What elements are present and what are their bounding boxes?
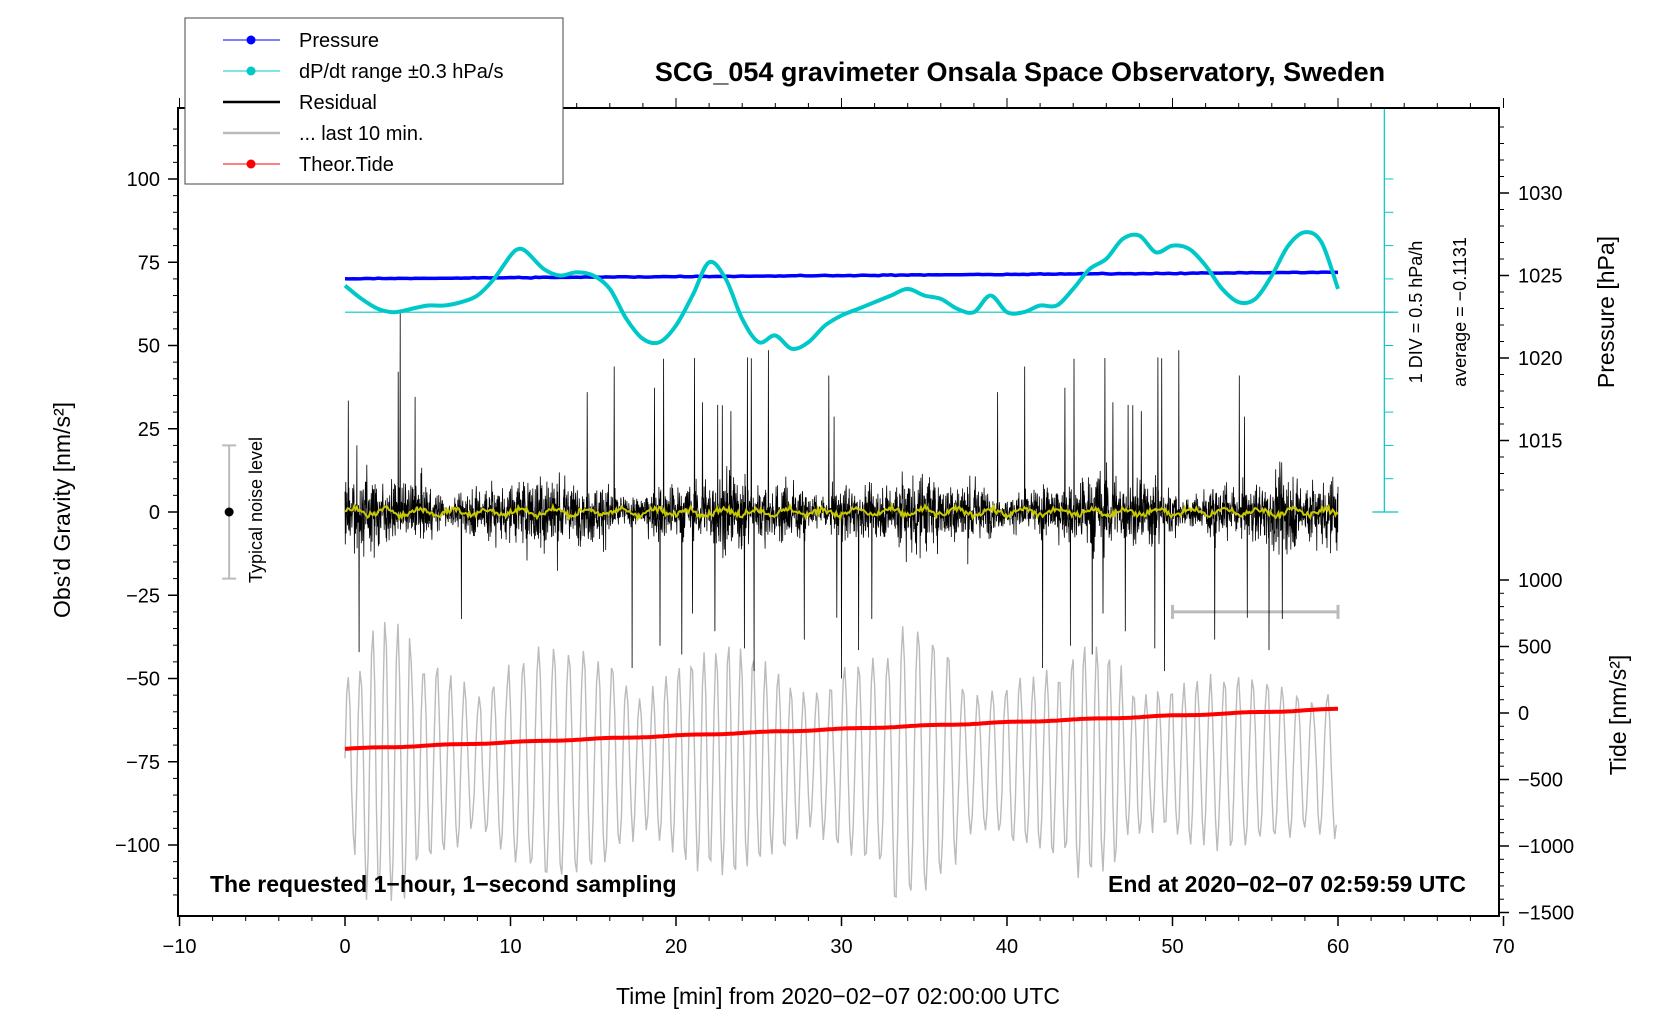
pressure-line <box>344 270 1339 281</box>
x-tick-label: 50 <box>1161 936 1183 958</box>
pressure-tick-label: 1020 <box>1518 348 1563 370</box>
y-tick-label: 75 <box>138 252 160 274</box>
y-tick-label: −100 <box>115 835 160 857</box>
legend-label-last10: ... last 10 min. <box>299 123 424 145</box>
tide-tick-label: −500 <box>1518 770 1563 792</box>
scale-div-label: 1 DIV = 0.5 hPa/h <box>1406 241 1426 384</box>
tide-tick-label: 1000 <box>1518 570 1563 592</box>
x-tick-label: 0 <box>339 936 350 958</box>
dpdt-line <box>343 230 1340 351</box>
end-time-annotation: End at 2020−02−07 02:59:59 UTC <box>1108 871 1466 897</box>
y-tick-label: −25 <box>126 585 160 607</box>
pressure-tick-label: 1025 <box>1518 266 1563 288</box>
x-tick-label: 40 <box>996 936 1018 958</box>
smoothed-residual-line <box>344 501 1339 522</box>
tide-line <box>344 706 1339 751</box>
legend-marker-tide <box>246 159 256 169</box>
x-tick-label: 30 <box>830 936 852 958</box>
legend-marker-pressure <box>246 35 256 45</box>
x-tick-label: 20 <box>665 936 687 958</box>
legend: Pressure dP/dt range ±0.3 hPa/s Residual… <box>184 17 564 185</box>
y-tick-label: 100 <box>127 169 160 191</box>
y-tick-label: 25 <box>138 419 160 441</box>
y-axis-title-tide: Tide [nm/s²] <box>1605 655 1631 776</box>
x-tick-label: 10 <box>499 936 521 958</box>
y-axis-title-gravity: Obs’d Gravity [nm/s²] <box>49 402 75 618</box>
legend-label-dpdt: dP/dt range ±0.3 hPa/s <box>299 61 503 83</box>
x-axis-title: Time [min] from 2020−02−07 02:00:00 UTC <box>616 983 1060 1009</box>
chart-title: SCG_054 gravimeter Onsala Space Observat… <box>655 57 1385 87</box>
noise-level-label: Typical noise level <box>246 437 266 583</box>
y-tick-label: 0 <box>149 502 160 524</box>
y-axis-title-pressure: Pressure [hPa] <box>1593 236 1619 388</box>
pressure-tick-label: 1015 <box>1518 431 1563 453</box>
pressure-tick-label: 1030 <box>1518 183 1563 205</box>
tide-tick-label: 0 <box>1518 703 1529 725</box>
legend-label-pressure: Pressure <box>299 30 379 52</box>
tide-tick-label: −1500 <box>1518 903 1574 925</box>
y-tick-label: −75 <box>126 752 160 774</box>
y-tick-label: −50 <box>126 669 160 691</box>
legend-label-residual: Residual <box>299 92 377 114</box>
legend-label-tide: Theor.Tide <box>299 154 394 176</box>
noise-level-dot <box>224 507 234 517</box>
tide-tick-label: −1000 <box>1518 836 1574 858</box>
x-tick-label: 60 <box>1327 936 1349 958</box>
last-10-min-line <box>344 621 1337 901</box>
x-tick-label: 70 <box>1492 936 1514 958</box>
legend-marker-dpdt <box>246 66 256 76</box>
noise-level-indicator <box>222 444 237 580</box>
x-tick-label: −10 <box>163 936 197 958</box>
residual-line <box>344 312 1339 679</box>
average-label: average = −0.1131 <box>1450 237 1470 387</box>
tide-tick-label: 500 <box>1518 637 1551 659</box>
sampling-annotation: The requested 1−hour, 1−second sampling <box>210 871 677 897</box>
y-tick-label: 50 <box>138 336 160 358</box>
